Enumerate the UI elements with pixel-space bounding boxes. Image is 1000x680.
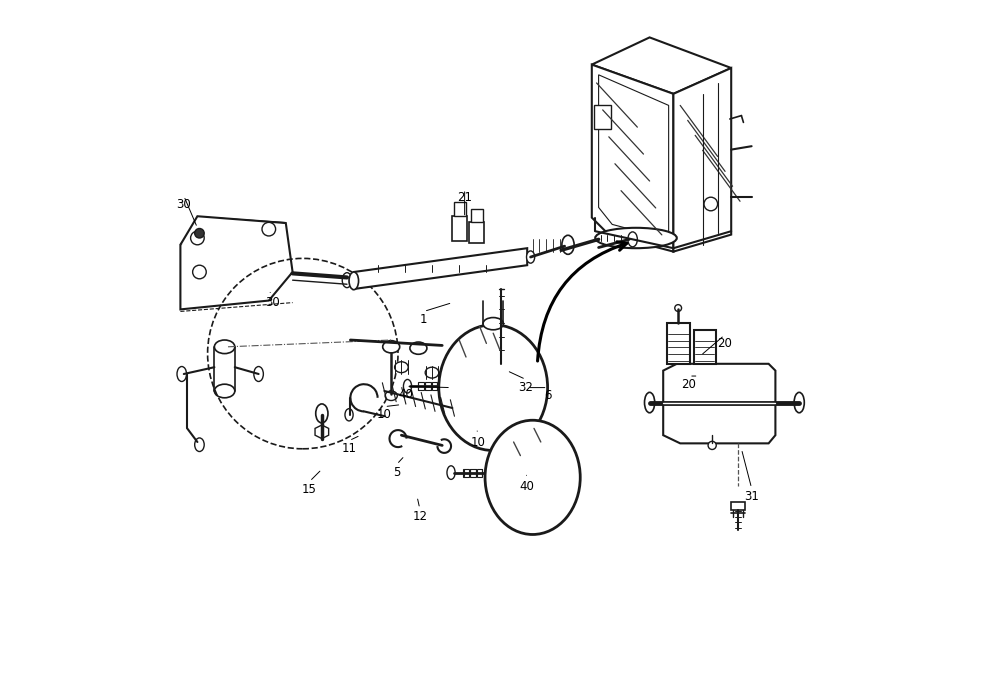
Polygon shape (592, 37, 731, 94)
Bar (731, 502, 745, 510)
Polygon shape (354, 248, 527, 289)
Text: 1: 1 (420, 313, 428, 326)
Ellipse shape (595, 228, 677, 248)
Bar (454, 202, 466, 216)
Ellipse shape (483, 318, 503, 330)
Ellipse shape (383, 341, 400, 353)
Bar (425, 382, 431, 390)
Bar (418, 382, 424, 390)
Ellipse shape (316, 404, 328, 423)
Polygon shape (315, 425, 329, 439)
Ellipse shape (254, 367, 263, 381)
Bar (463, 469, 469, 477)
Text: 20: 20 (682, 377, 696, 391)
Bar (694, 330, 716, 364)
Text: 11: 11 (342, 442, 357, 456)
Text: 20: 20 (717, 337, 732, 350)
Ellipse shape (527, 251, 535, 263)
Ellipse shape (195, 438, 204, 452)
Polygon shape (180, 218, 293, 309)
Text: 40: 40 (399, 388, 414, 401)
Ellipse shape (385, 391, 397, 401)
Circle shape (195, 228, 204, 238)
Bar (432, 382, 437, 390)
Text: 5: 5 (393, 466, 400, 479)
Text: 40: 40 (520, 479, 535, 493)
Ellipse shape (425, 367, 439, 378)
Polygon shape (180, 216, 286, 245)
Text: 32: 32 (518, 381, 533, 394)
Ellipse shape (410, 342, 427, 354)
Text: 10: 10 (471, 435, 486, 449)
Ellipse shape (644, 392, 655, 413)
Bar (452, 216, 467, 241)
Ellipse shape (562, 235, 574, 254)
Ellipse shape (628, 232, 637, 247)
Ellipse shape (177, 367, 187, 381)
Ellipse shape (447, 466, 455, 479)
Ellipse shape (349, 272, 359, 290)
Ellipse shape (395, 362, 408, 373)
Text: 12: 12 (412, 510, 427, 524)
Ellipse shape (345, 409, 353, 421)
Ellipse shape (485, 420, 580, 534)
Text: 15: 15 (302, 483, 317, 496)
Bar (594, 105, 611, 129)
Polygon shape (673, 68, 731, 252)
Ellipse shape (439, 325, 548, 451)
Text: 31: 31 (744, 490, 759, 503)
Ellipse shape (403, 379, 412, 393)
Text: 10: 10 (377, 408, 392, 422)
Bar (471, 209, 483, 222)
Ellipse shape (214, 340, 235, 354)
Circle shape (708, 441, 716, 449)
Text: 21: 21 (457, 190, 472, 204)
Ellipse shape (794, 392, 804, 413)
Bar (470, 469, 476, 477)
Text: 30: 30 (176, 197, 191, 211)
Polygon shape (663, 364, 775, 443)
Ellipse shape (675, 305, 682, 311)
Text: 6: 6 (544, 389, 551, 403)
Ellipse shape (214, 384, 235, 398)
Polygon shape (592, 65, 673, 252)
Bar (477, 469, 482, 477)
Text: 30: 30 (265, 296, 280, 309)
Bar (667, 323, 690, 364)
Bar (469, 222, 484, 243)
